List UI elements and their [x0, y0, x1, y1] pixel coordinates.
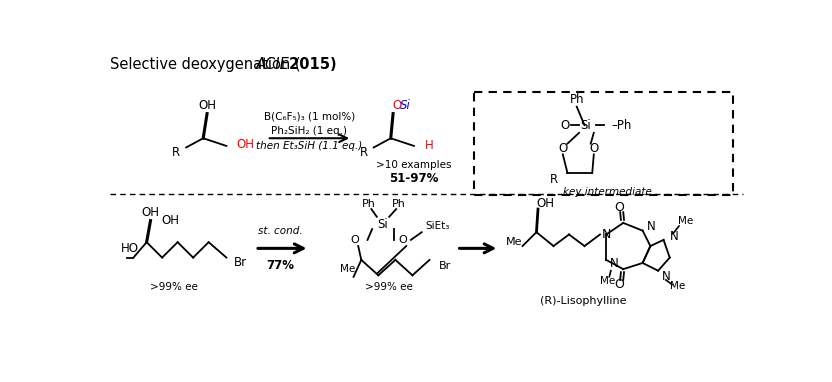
Text: 77%: 77%: [267, 259, 295, 272]
Text: N: N: [646, 220, 656, 233]
Text: Br: Br: [234, 256, 247, 269]
Text: O: O: [558, 142, 567, 155]
Text: OH: OH: [537, 197, 555, 210]
FancyBboxPatch shape: [474, 92, 733, 195]
Text: OH: OH: [161, 214, 179, 227]
Text: Ph: Ph: [362, 199, 376, 209]
Text: Me: Me: [670, 281, 685, 291]
Text: O: O: [589, 142, 598, 155]
Text: –Ph: –Ph: [612, 119, 632, 132]
Text: ACIE: ACIE: [256, 57, 290, 71]
Text: O: O: [351, 235, 359, 245]
Text: Me: Me: [677, 215, 693, 226]
Text: N: N: [602, 228, 611, 241]
Text: OH: OH: [198, 99, 216, 112]
Text: Si: Si: [581, 119, 592, 132]
Text: Ph: Ph: [569, 93, 584, 106]
Text: H: H: [425, 139, 433, 152]
Text: >99% ee: >99% ee: [365, 282, 414, 292]
Text: O: O: [399, 235, 408, 245]
Text: 2015): 2015): [284, 57, 336, 71]
Text: >10 examples: >10 examples: [376, 160, 452, 170]
Text: Me: Me: [600, 277, 616, 286]
Text: R: R: [549, 173, 557, 186]
Text: OH: OH: [237, 138, 255, 151]
Text: then Et₃SiH (1.1 eq.): then Et₃SiH (1.1 eq.): [256, 141, 363, 151]
Text: Si: Si: [400, 99, 411, 112]
Text: N: N: [670, 230, 679, 243]
Text: Me: Me: [339, 264, 355, 274]
Text: R: R: [359, 146, 368, 159]
Text: Br: Br: [438, 261, 451, 271]
Text: O: O: [393, 99, 402, 112]
Text: Selective deoxygenation (: Selective deoxygenation (: [110, 57, 301, 71]
Text: O: O: [561, 119, 570, 132]
Text: 51-97%: 51-97%: [389, 172, 438, 185]
Text: R: R: [172, 146, 181, 159]
Text: >99% ee: >99% ee: [150, 282, 198, 292]
Text: B(C₆F₅)₃ (1 mol%): B(C₆F₅)₃ (1 mol%): [264, 112, 355, 122]
Text: Me: Me: [506, 237, 522, 247]
Text: Si: Si: [378, 218, 389, 231]
Text: Ph₂SiH₂ (1 eq.): Ph₂SiH₂ (1 eq.): [271, 126, 348, 136]
Text: N: N: [610, 257, 619, 270]
Text: O: O: [615, 278, 624, 291]
Text: st. cond.: st. cond.: [259, 226, 303, 236]
Text: SiEt₃: SiEt₃: [425, 221, 449, 231]
Text: key intermediate: key intermediate: [563, 187, 652, 197]
Text: OH: OH: [141, 206, 160, 219]
Text: HO: HO: [121, 242, 139, 255]
Text: O: O: [615, 201, 624, 214]
Text: Ph: Ph: [392, 199, 405, 209]
Text: N: N: [662, 270, 671, 283]
Text: (R)-Lisophylline: (R)-Lisophylline: [540, 296, 626, 306]
